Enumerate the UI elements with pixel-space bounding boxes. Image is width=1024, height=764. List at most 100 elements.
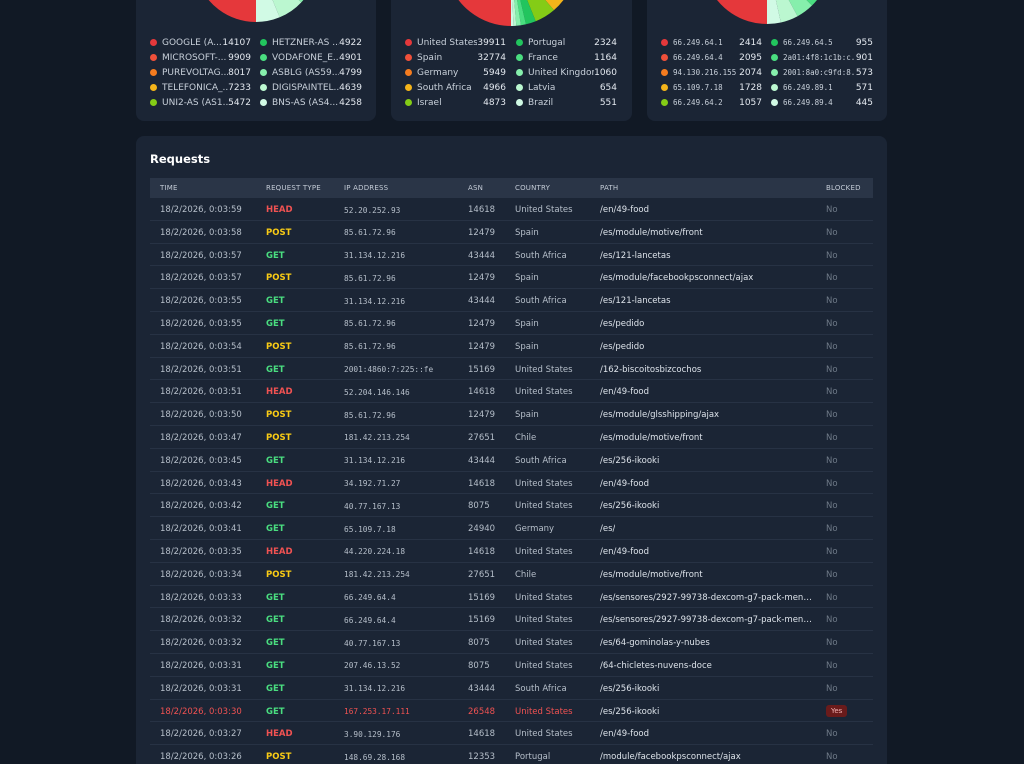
legend-item: Spain 32774 <box>405 50 506 65</box>
legend-value: 901 <box>855 52 873 63</box>
cell-country: Spain <box>515 341 539 352</box>
legend-label: Israel <box>417 97 442 108</box>
table-row[interactable]: 18/2/2026, 0:03:27 HEAD 3.90.129.176 14618 U… <box>150 722 873 746</box>
cell-blocked: No <box>826 615 838 626</box>
table-row[interactable]: 18/2/2026, 0:03:59 HEAD 52.20.252.93 14618 U… <box>150 198 873 221</box>
table-row[interactable]: 18/2/2026, 0:03:57 POST 85.61.72.96 12479 Sp… <box>150 266 873 290</box>
pie-slice[interactable] <box>256 0 315 3</box>
table-row[interactable]: 18/2/2026, 0:03:54 POST 85.61.72.96 12479 Sp… <box>150 335 873 358</box>
pie-slice[interactable] <box>708 0 767 24</box>
table-row[interactable]: 18/2/2026, 0:03:30 GET 167.253.17.111 26548… <box>150 700 873 723</box>
cell-asn: 43444 <box>468 683 496 694</box>
pie-slice[interactable] <box>511 0 526 26</box>
legend-dot-icon <box>661 69 668 76</box>
cell-blocked: No <box>826 752 838 763</box>
cell-asn: 8075 <box>468 501 490 512</box>
cell-ip-address: 31.134.12.216 <box>344 456 406 466</box>
table-row[interactable]: 18/2/2026, 0:03:51 HEAD 52.204.146.146 1461… <box>150 380 873 404</box>
legend-item: HETZNER-AS ... 4922 <box>260 35 362 50</box>
legend-dot-icon <box>260 69 267 76</box>
pie-slice[interactable] <box>511 0 536 25</box>
pie-slice[interactable] <box>767 0 827 6</box>
table-row[interactable]: 18/2/2026, 0:03:43 HEAD 34.192.71.27 14618 U… <box>150 472 873 495</box>
table-row[interactable]: 18/2/2026, 0:03:51 GET 2001:4860:7:225::fe… <box>150 358 873 381</box>
col-time[interactable]: TIME <box>160 184 178 192</box>
legend-value: 32774 <box>477 52 506 63</box>
legend-label: HETZNER-AS ... <box>272 37 340 48</box>
col-blocked[interactable]: BLOCKED <box>826 184 861 192</box>
pie-slice[interactable] <box>511 0 514 26</box>
cell-request-type: HEAD <box>266 546 293 557</box>
legend-dot-icon <box>661 54 668 61</box>
legend-dot-icon <box>661 84 668 91</box>
col-ip-address[interactable]: IP ADDRESS <box>344 184 389 192</box>
cell-request-type: GET <box>266 683 285 694</box>
pie-slice[interactable] <box>767 0 798 23</box>
cell-asn: 15169 <box>468 615 496 626</box>
legend-value: 2414 <box>739 37 762 48</box>
cell-request-type: GET <box>266 455 285 466</box>
table-row[interactable]: 18/2/2026, 0:03:55 GET 31.134.12.216 43444 S… <box>150 289 873 312</box>
cell-path: /es/256-ikooki <box>600 501 660 512</box>
cell-ip-address: 31.134.12.216 <box>344 251 406 261</box>
table-row[interactable]: 18/2/2026, 0:03:35 HEAD 44.220.224.18 14618… <box>150 540 873 563</box>
cell-country: United States <box>515 592 573 603</box>
cell-request-type: GET <box>266 592 285 603</box>
legend-value: 4922 <box>339 37 362 48</box>
legend-value: 7233 <box>228 82 251 93</box>
table-row[interactable]: 18/2/2026, 0:03:31 GET 31.134.12.216 43444 S… <box>150 677 873 700</box>
pie-slice[interactable] <box>767 0 812 17</box>
table-row[interactable]: 18/2/2026, 0:03:42 GET 40.77.167.13 8075 Uni… <box>150 494 873 518</box>
table-row[interactable]: 18/2/2026, 0:03:32 GET 66.249.64.4 15169 Uni… <box>150 608 873 632</box>
cell-ip-address: 31.134.12.216 <box>344 684 406 694</box>
legend-dot-icon <box>516 54 523 61</box>
table-row[interactable]: 18/2/2026, 0:03:57 GET 31.134.12.216 43444 S… <box>150 244 873 267</box>
pie-slice[interactable] <box>196 0 256 22</box>
table-row[interactable]: 18/2/2026, 0:03:45 GET 31.134.12.216 43444 S… <box>150 449 873 472</box>
table-row[interactable]: 18/2/2026, 0:03:31 GET 207.46.13.52 8075 Uni… <box>150 654 873 677</box>
col-path[interactable]: PATH <box>600 184 619 192</box>
pie-slice[interactable] <box>511 0 554 22</box>
pie-slice[interactable] <box>511 0 568 11</box>
pie-slice[interactable] <box>511 0 521 26</box>
table-row[interactable]: 18/2/2026, 0:03:34 POST 181.42.213.254 2765… <box>150 563 873 586</box>
pie-slice[interactable] <box>511 0 517 26</box>
pie-slice[interactable] <box>767 0 781 24</box>
col-asn[interactable]: ASN <box>468 184 484 192</box>
legend-item: 66.249.89.1 571 <box>771 80 873 95</box>
col-country[interactable]: COUNTRY <box>515 184 551 192</box>
legend-label: 66.249.89.1 <box>783 83 833 92</box>
table-row[interactable]: 18/2/2026, 0:03:33 GET 66.249.64.4 15169 Uni… <box>150 586 873 609</box>
legend-value: 2324 <box>594 37 617 48</box>
col-request-type[interactable]: REQUEST TYPE <box>266 184 321 192</box>
cell-time: 18/2/2026, 0:03:42 <box>160 501 242 512</box>
legend-item: DIGISPAINTEL... 4639 <box>260 80 362 95</box>
pie-slice[interactable] <box>256 0 302 18</box>
cell-ip-address: 2001:4860:7:225::fe <box>344 365 434 375</box>
pie-slice[interactable] <box>256 0 280 22</box>
legend-dot-icon <box>516 84 523 91</box>
table-row[interactable]: 18/2/2026, 0:03:47 POST 181.42.213.254 2765… <box>150 426 873 449</box>
table-row[interactable]: 18/2/2026, 0:03:32 GET 40.77.167.13 8075 Uni… <box>150 631 873 654</box>
pie-slice[interactable] <box>445 0 511 26</box>
cell-blocked: No <box>826 546 838 557</box>
cell-blocked: No <box>826 683 838 694</box>
legend-dot-icon <box>516 69 523 76</box>
cell-ip-address: 40.77.167.13 <box>344 501 401 511</box>
cell-blocked: No <box>826 410 838 421</box>
cell-blocked: No <box>826 524 838 535</box>
table-row[interactable]: 18/2/2026, 0:03:58 POST 85.61.72.96 12479 Sp… <box>150 221 873 244</box>
legend-dot-icon <box>150 99 157 106</box>
cell-country: Chile <box>515 569 537 580</box>
cell-blocked: No <box>826 501 838 512</box>
cell-asn: 43444 <box>468 250 496 261</box>
cell-path: /en/49-food <box>600 478 650 489</box>
country-legend-right: Portugal 2324 France 1164 United Kingdom 1060… <box>516 35 617 110</box>
cell-blocked: No <box>826 341 838 352</box>
table-row[interactable]: 18/2/2026, 0:03:41 GET 65.109.7.18 24940 Ger… <box>150 517 873 540</box>
table-row[interactable]: 18/2/2026, 0:03:50 POST 85.61.72.96 12479 Sp… <box>150 403 873 426</box>
legend-label: France <box>528 52 558 63</box>
table-row[interactable]: 18/2/2026, 0:03:26 POST 148.69.28.168 12353… <box>150 745 873 764</box>
cell-asn: 14618 <box>468 205 496 215</box>
table-row[interactable]: 18/2/2026, 0:03:55 GET 85.61.72.96 12479 Spa… <box>150 312 873 335</box>
